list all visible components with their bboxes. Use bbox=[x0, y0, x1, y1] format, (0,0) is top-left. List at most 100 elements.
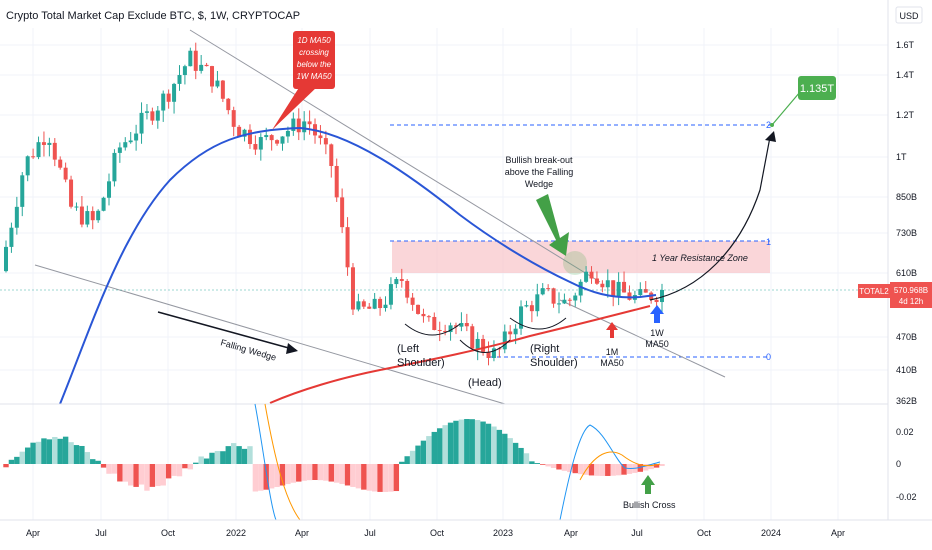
candle-body bbox=[367, 306, 372, 309]
candle-body bbox=[14, 206, 19, 228]
histogram-bar bbox=[366, 464, 372, 491]
histogram-bar bbox=[198, 456, 204, 464]
candle-body bbox=[79, 206, 84, 225]
histogram-bar bbox=[480, 421, 486, 464]
histogram-bar bbox=[79, 445, 85, 464]
histogram-bar bbox=[24, 447, 31, 464]
candle-body bbox=[421, 313, 426, 317]
histogram-bar bbox=[350, 464, 356, 487]
candle-body bbox=[567, 299, 572, 301]
candle-body bbox=[253, 144, 258, 150]
histogram-bar bbox=[312, 464, 318, 481]
candle-body bbox=[459, 323, 464, 327]
candle-body bbox=[237, 126, 242, 137]
histogram-bar bbox=[420, 440, 427, 464]
candle-body bbox=[285, 130, 290, 137]
right-shoulder-arc bbox=[509, 317, 567, 330]
candle-body bbox=[464, 323, 469, 327]
histogram-bar bbox=[431, 431, 437, 464]
histogram-bar bbox=[594, 464, 600, 476]
histogram-bar bbox=[545, 464, 551, 467]
ma-cross-callout-pointer bbox=[272, 86, 318, 130]
candle-body bbox=[329, 144, 334, 166]
histogram-bar bbox=[621, 464, 627, 475]
histogram-bar bbox=[62, 436, 69, 464]
candle-body bbox=[616, 281, 621, 297]
breakout-arrow bbox=[536, 194, 569, 256]
time-tick-apr-2023: Apr bbox=[564, 528, 578, 538]
candle-body bbox=[519, 306, 524, 329]
resistance-zone-label: 1 Year Resistance Zone bbox=[652, 253, 748, 263]
wedge-upper-line bbox=[189, 29, 601, 283]
histogram-bar bbox=[577, 464, 584, 475]
histogram-bar bbox=[279, 464, 286, 486]
histogram-bar bbox=[437, 428, 443, 464]
candle-body bbox=[432, 316, 437, 330]
time-tick-apr-2022: Apr bbox=[295, 528, 309, 538]
histogram-bar bbox=[149, 464, 156, 487]
candle-body bbox=[470, 326, 475, 349]
candle-body bbox=[638, 289, 643, 296]
price-badge-value: 570.968B bbox=[894, 286, 928, 295]
time-axis[interactable]: Apr Jul Oct 2022 Apr Jul Oct 2023 Apr Ju… bbox=[26, 528, 845, 538]
histogram-bar bbox=[637, 464, 644, 472]
price-tick-362B: 362B bbox=[896, 396, 917, 406]
time-tick-jul-2023: Jul bbox=[631, 528, 643, 538]
candle-body bbox=[475, 338, 480, 349]
histogram-bar bbox=[615, 464, 622, 476]
candle-body bbox=[172, 83, 177, 102]
candle-body bbox=[144, 111, 149, 113]
projection-arrowhead bbox=[765, 131, 776, 142]
candle-body bbox=[177, 75, 182, 84]
bullish-cross-label: Bullish Cross bbox=[623, 500, 676, 510]
candle-body bbox=[215, 80, 220, 87]
breakout-highlight bbox=[563, 251, 587, 275]
histogram-bar bbox=[258, 464, 264, 491]
histogram-bar bbox=[220, 451, 226, 464]
histogram-bar bbox=[399, 461, 405, 464]
candle-body bbox=[247, 129, 252, 145]
head-label: (Head) bbox=[468, 377, 502, 389]
histogram-bar bbox=[3, 464, 9, 468]
candle-body bbox=[600, 283, 605, 288]
histogram-bar bbox=[117, 464, 123, 482]
histogram-bar bbox=[100, 464, 107, 468]
candle-body bbox=[448, 325, 453, 333]
histogram-bar bbox=[474, 420, 481, 464]
price-axis[interactable] bbox=[888, 0, 932, 550]
candle-body bbox=[220, 80, 225, 99]
candle-body bbox=[4, 246, 8, 272]
candle-body bbox=[242, 129, 247, 137]
left-shoulder-label-2: Shoulder) bbox=[397, 357, 445, 369]
histogram-bar bbox=[588, 464, 595, 476]
histogram-bar bbox=[458, 419, 465, 464]
histogram-bar bbox=[512, 442, 519, 464]
histogram-bar bbox=[274, 464, 280, 488]
price-tick-850B: 850B bbox=[896, 192, 917, 202]
candle-body bbox=[437, 329, 442, 331]
candle-body bbox=[443, 330, 448, 333]
currency-button[interactable] bbox=[895, 6, 923, 24]
candle-body bbox=[605, 280, 610, 288]
ma-1w-arrow bbox=[650, 305, 664, 323]
candle-body bbox=[231, 110, 236, 127]
time-tick-apr-2024: Apr bbox=[831, 528, 845, 538]
histogram-bar bbox=[127, 464, 134, 486]
histogram-bar bbox=[52, 436, 58, 464]
histogram-bar bbox=[231, 443, 237, 464]
histogram-bar bbox=[561, 464, 568, 471]
histogram-bar bbox=[523, 453, 530, 464]
wedge-lower-ext bbox=[559, 299, 726, 378]
histogram-bar bbox=[155, 464, 161, 487]
candle-body bbox=[660, 289, 664, 303]
histogram-bar bbox=[247, 446, 253, 464]
histogram-bar bbox=[447, 422, 454, 464]
candle-body bbox=[383, 304, 388, 309]
ma-cross-line-1: 1D MA50 bbox=[297, 36, 331, 45]
grid bbox=[0, 28, 888, 520]
histogram-bar bbox=[491, 426, 497, 464]
histogram-bar bbox=[485, 423, 492, 464]
candle-body bbox=[394, 279, 399, 285]
candle-body bbox=[25, 156, 30, 176]
breakout-line-3: Wedge bbox=[525, 179, 553, 189]
